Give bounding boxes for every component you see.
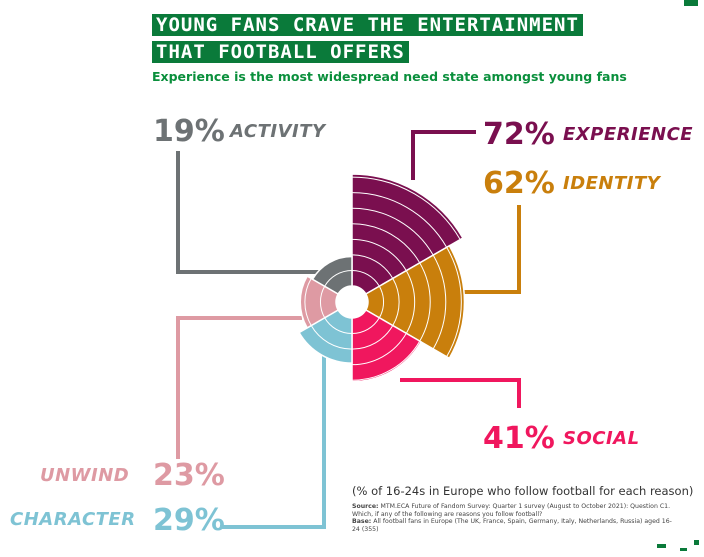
identity-ring bbox=[405, 270, 416, 334]
identity-ring bbox=[392, 278, 400, 326]
social-label: SOCIAL bbox=[563, 428, 640, 449]
leader-lines bbox=[176, 130, 521, 529]
identity-ring bbox=[432, 254, 447, 350]
experience-ring bbox=[351, 238, 407, 271]
social-percent: 41% bbox=[483, 421, 555, 456]
activity-label: ACTIVITY bbox=[230, 121, 326, 142]
experience-leader-line bbox=[411, 130, 476, 180]
decorative-speck bbox=[684, 0, 698, 6]
activity-ring bbox=[324, 269, 353, 287]
activity-percent: 19% bbox=[153, 114, 225, 149]
wedges bbox=[298, 173, 466, 383]
social-ring bbox=[351, 325, 394, 350]
experience-percent: 72% bbox=[483, 117, 555, 152]
source-label: Source: bbox=[352, 503, 379, 510]
social-leader-line bbox=[400, 378, 521, 408]
identity-leader-line bbox=[440, 205, 521, 294]
source-footnote: Source: MTM.ECA Future of Fandom Survey:… bbox=[352, 503, 672, 533]
identity-ring bbox=[419, 262, 431, 342]
unwind-ring bbox=[304, 278, 312, 326]
experience-ring bbox=[351, 176, 461, 240]
experience-ring bbox=[351, 223, 421, 264]
decorative-speck bbox=[694, 540, 699, 545]
chart-note: (% of 16-24s in Europe who follow footba… bbox=[352, 484, 694, 498]
unwind-ring bbox=[319, 285, 326, 319]
social-ring bbox=[351, 317, 380, 335]
subtitle: Experience is the most widespread need s… bbox=[152, 69, 627, 84]
experience-label: EXPERIENCE bbox=[563, 124, 694, 145]
base-text: All football fans in Europe (The UK, Fra… bbox=[352, 518, 672, 533]
identity-ring bbox=[378, 285, 385, 319]
decorative-speck bbox=[657, 544, 666, 548]
decorative-speck bbox=[680, 548, 687, 551]
unwind-percent: 23% bbox=[153, 458, 225, 493]
identity-label: IDENTITY bbox=[563, 173, 661, 194]
character-leader-line bbox=[220, 352, 326, 529]
social-ring bbox=[351, 340, 421, 381]
character-percent: 29% bbox=[153, 503, 225, 538]
character-label: CHARACTER bbox=[10, 509, 136, 530]
chart-center-hole bbox=[336, 286, 368, 318]
unwind-label: UNWIND bbox=[40, 465, 130, 486]
unwind-leader-line bbox=[176, 316, 302, 459]
source-text: MTM.ECA Future of Fandom Survey: Quarter… bbox=[352, 503, 671, 518]
social-ring bbox=[351, 333, 407, 366]
character-ring bbox=[310, 325, 353, 350]
base-label: Base: bbox=[352, 518, 372, 526]
identity-ring bbox=[446, 247, 462, 357]
identity-percent: 62% bbox=[483, 166, 555, 201]
title-line-2: THAT FOOTBALL OFFERS bbox=[152, 41, 409, 63]
activity-leader-line bbox=[176, 151, 320, 274]
experience-ring bbox=[351, 207, 434, 256]
character-ring bbox=[324, 317, 353, 335]
experience-ring bbox=[351, 254, 394, 279]
title-line-1: YOUNG FANS CRAVE THE ENTERTAINMENT bbox=[152, 14, 583, 36]
experience-ring bbox=[351, 269, 380, 287]
experience-ring bbox=[351, 192, 448, 248]
